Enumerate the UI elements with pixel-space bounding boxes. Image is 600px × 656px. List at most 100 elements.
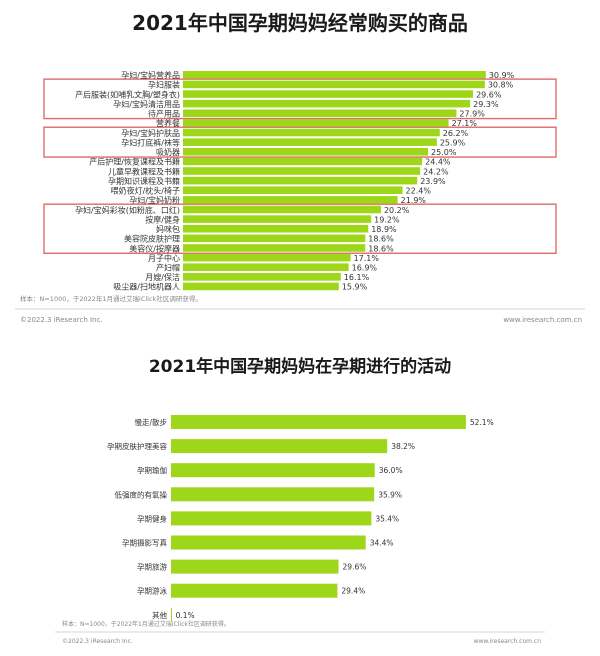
value-label: 18.6% — [368, 235, 394, 244]
category-label: 孕妇/宝妈奶粉 — [129, 195, 180, 205]
website: www.iresearch.com.cn — [474, 638, 542, 645]
value-label: 30.8% — [488, 81, 514, 90]
value-label: 29.6% — [476, 90, 502, 99]
category-label: 月嫂/保洁 — [145, 272, 180, 282]
bar — [183, 186, 403, 195]
value-label: 29.6% — [343, 563, 367, 572]
bar — [171, 511, 372, 526]
category-label: 产后护理/恢复课程及书籍 — [89, 157, 180, 167]
bar — [183, 215, 372, 223]
bar — [183, 71, 486, 79]
value-label: 16.9% — [352, 264, 378, 273]
bar — [183, 90, 474, 98]
value-label: 16.1% — [344, 273, 370, 282]
category-label: 孕妇/宝妈彩妆(如粉底、口红) — [75, 205, 180, 215]
value-label: 27.1% — [452, 119, 478, 128]
category-label: 慢走/散步 — [134, 417, 167, 427]
bar — [183, 138, 437, 146]
value-label: 22.4% — [406, 187, 432, 196]
category-label: 美容仪/按摩器 — [129, 243, 180, 253]
sample-note: 样本：N=1000，于2022年1月通过艾瑞iClick社区调研获得。 — [62, 620, 230, 628]
value-label: 24.4% — [425, 158, 451, 167]
bar — [183, 224, 369, 233]
bar — [171, 583, 338, 598]
value-label: 0.1% — [176, 611, 195, 620]
category-label: 妈咪包 — [156, 224, 180, 234]
value-label: 17.1% — [354, 254, 380, 263]
bar — [183, 205, 381, 214]
bar — [183, 244, 366, 252]
bar — [183, 128, 440, 137]
value-label: 15.9% — [342, 283, 368, 292]
category-label: 孕期旅游 — [137, 562, 167, 572]
value-label: 24.2% — [423, 167, 449, 176]
bar — [183, 109, 457, 118]
value-label: 26.2% — [443, 129, 469, 138]
category-label: 孕妇/宝妈清洁用品 — [113, 99, 180, 109]
bar — [183, 119, 449, 127]
category-label: 待产用品 — [148, 109, 180, 119]
category-label: 儿童早教课程及书籍 — [108, 166, 180, 176]
website: www.iresearch.com.cn — [503, 316, 582, 324]
copyright: ©2022.3 iResearch Inc. — [20, 316, 103, 324]
bar — [183, 157, 423, 166]
bar — [183, 196, 398, 204]
category-label: 孕期摄影写真 — [122, 538, 167, 548]
value-label: 23.9% — [420, 177, 446, 186]
value-label: 34.4% — [370, 539, 394, 548]
bar — [171, 439, 388, 454]
value-label: 18.6% — [368, 244, 394, 253]
bar — [183, 176, 418, 185]
bar — [171, 415, 466, 429]
category-label: 产妇帽 — [156, 263, 180, 273]
bar — [183, 99, 471, 108]
category-label: 孕妇打底裤/袜等 — [121, 137, 180, 147]
value-label: 20.2% — [384, 206, 410, 215]
value-label: 52.1% — [470, 418, 494, 427]
category-label: 吸尘器/扫地机器人 — [113, 282, 180, 292]
bar — [171, 607, 172, 622]
value-label: 21.9% — [401, 196, 427, 205]
bar — [183, 234, 366, 243]
highlight-box — [43, 78, 557, 120]
category-label: 孕妇/宝妈营养品 — [121, 70, 180, 80]
chart-title: 2021年中国孕期妈妈经常购买的商品 — [132, 11, 468, 35]
category-label: 美容院皮肤护理 — [124, 234, 180, 244]
category-label: 吸奶器 — [156, 147, 180, 157]
value-label: 25.9% — [440, 138, 466, 147]
bar — [183, 167, 421, 175]
category-label: 产后服装(如哺乳文胸/塑身衣) — [75, 89, 180, 99]
category-label: 营养餐 — [156, 118, 180, 128]
bar — [171, 559, 339, 574]
category-label: 喂奶夜灯/枕头/椅子 — [111, 186, 180, 196]
value-label: 25.0% — [431, 148, 457, 157]
value-label: 29.3% — [473, 100, 499, 109]
value-label: 38.2% — [391, 442, 415, 451]
bar — [183, 263, 349, 271]
category-label: 孕妇服装 — [148, 80, 180, 90]
bar — [183, 80, 485, 89]
copyright: ©2022.3 iResearch Inc. — [62, 638, 133, 645]
value-label: 18.9% — [371, 225, 397, 234]
bar — [171, 487, 375, 502]
highlight-box — [43, 203, 557, 254]
highlight-box — [43, 126, 557, 158]
bar — [171, 535, 366, 550]
category-label: 孕妇/宝妈护肤品 — [121, 128, 180, 138]
category-label: 月子中心 — [148, 253, 180, 263]
category-label: 孕期知识课程及书籍 — [108, 176, 180, 186]
category-label: 孕期瑜伽 — [137, 465, 167, 475]
value-label: 30.9% — [489, 71, 515, 80]
category-label: 孕期皮肤护理美容 — [107, 441, 167, 451]
bar — [183, 282, 339, 291]
bar — [183, 147, 428, 156]
bar — [171, 463, 375, 478]
value-label: 27.9% — [459, 110, 485, 119]
chart-title: 2021年中国孕期妈妈在孕期进行的活动 — [149, 356, 451, 377]
bar — [183, 253, 351, 262]
value-label: 29.4% — [341, 587, 365, 596]
bar — [183, 273, 341, 281]
